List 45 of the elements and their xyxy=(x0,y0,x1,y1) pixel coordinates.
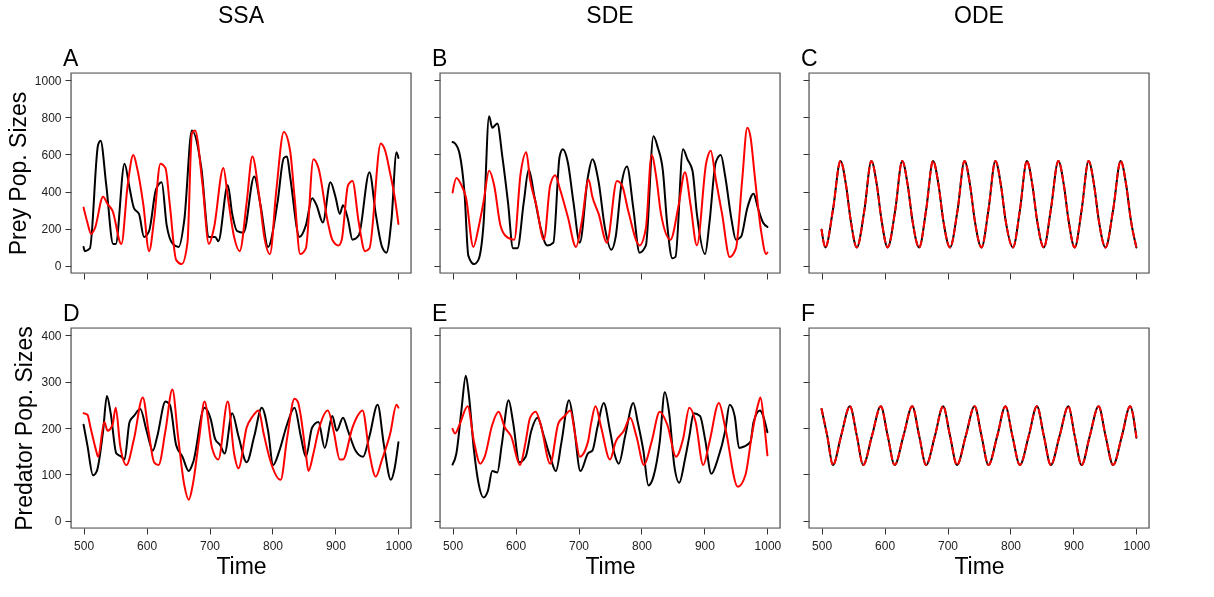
y-tick-label: 400 xyxy=(41,328,62,343)
y-tick-label: 200 xyxy=(41,222,62,237)
x-tick-label: 1000 xyxy=(385,538,413,553)
x-axis-title: Time xyxy=(585,552,636,579)
x-tick-label: 900 xyxy=(1063,538,1085,553)
chart-title: SDE xyxy=(586,2,634,28)
y-tick-label: 200 xyxy=(41,421,62,436)
line-series xyxy=(82,388,400,501)
x-tick-label: 500 xyxy=(812,538,833,553)
x-tick-label: 700 xyxy=(938,538,959,553)
y-tick-label: 0 xyxy=(54,259,62,274)
y-tick-label: 400 xyxy=(41,185,62,200)
x-tick-label: 600 xyxy=(137,538,158,553)
text: F xyxy=(801,300,816,326)
x-tick-label: 700 xyxy=(200,538,221,553)
x-tick-label: 1000 xyxy=(754,538,782,553)
y-axis-title: Predator Pop. Sizes xyxy=(11,326,38,531)
y-tick-label: 800 xyxy=(41,110,62,125)
chart-title: ODE xyxy=(954,2,1004,28)
x-tick-label: 1000 xyxy=(1123,538,1151,553)
x-tick-label: 500 xyxy=(74,538,95,553)
x-tick-label: 800 xyxy=(1000,538,1022,553)
y-tick-label: 1000 xyxy=(34,73,62,88)
y-tick-label: 0 xyxy=(54,514,62,529)
x-tick-label: 600 xyxy=(875,538,896,553)
y-tick-label: 600 xyxy=(41,147,62,162)
x-tick-label: 700 xyxy=(569,538,590,553)
y-tick-label: 100 xyxy=(41,467,62,482)
x-tick-label: 900 xyxy=(694,538,716,553)
x-tick-label: 900 xyxy=(325,538,347,553)
text: C xyxy=(801,45,818,71)
chart-title: SSA xyxy=(217,2,265,28)
text: A xyxy=(63,45,79,71)
text: E xyxy=(432,300,448,326)
text: B xyxy=(432,45,448,71)
y-tick-label: 300 xyxy=(41,375,62,390)
x-axis-title: Time xyxy=(216,552,267,579)
y-axis-title: Prey Pop. Sizes xyxy=(4,91,31,256)
line-series xyxy=(82,395,400,481)
x-tick-label: 600 xyxy=(506,538,527,553)
text: D xyxy=(63,300,80,326)
x-tick-label: 800 xyxy=(631,538,653,553)
x-tick-label: 800 xyxy=(262,538,284,553)
x-axis-title: Time xyxy=(954,552,1005,579)
x-tick-label: 500 xyxy=(443,538,464,553)
